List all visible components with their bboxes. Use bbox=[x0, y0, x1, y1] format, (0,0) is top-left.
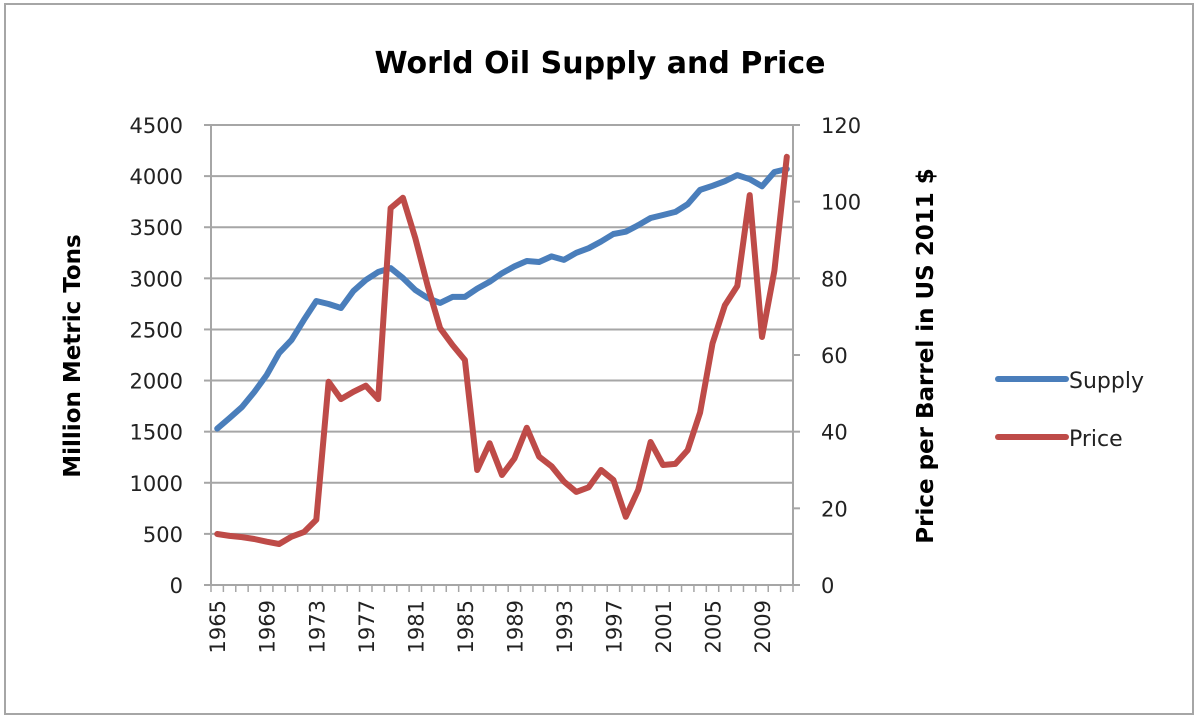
y2-axis-ticks: 0 20 40 60 80 100 120 bbox=[793, 114, 861, 598]
y-axis-title: Million Metric Tons bbox=[60, 234, 86, 477]
legend-label-supply: Supply bbox=[1069, 369, 1144, 394]
x-tick-label: 1981 bbox=[404, 600, 428, 653]
y2-tick-label: 40 bbox=[821, 421, 848, 445]
y2-tick-label: 20 bbox=[821, 497, 848, 521]
chart-title: World Oil Supply and Price bbox=[374, 46, 825, 81]
x-tick-label: 1985 bbox=[454, 600, 478, 653]
x-tick-label: 1997 bbox=[602, 600, 626, 653]
y-tick-label: 2500 bbox=[130, 318, 183, 342]
x-tick-label: 1969 bbox=[256, 600, 280, 653]
y-tick-label: 1000 bbox=[130, 472, 183, 496]
y2-tick-label: 100 bbox=[821, 191, 861, 215]
y2-tick-label: 80 bbox=[821, 267, 848, 291]
x-tick-label: 1993 bbox=[553, 600, 577, 653]
legend-label-price: Price bbox=[1069, 427, 1123, 452]
x-tick-label: 1965 bbox=[206, 600, 230, 653]
x-tick-label: 2005 bbox=[702, 600, 726, 653]
y-tick-label: 2000 bbox=[130, 370, 183, 394]
series-lines bbox=[214, 153, 790, 547]
x-tick-label: 1989 bbox=[503, 600, 527, 653]
y2-tick-label: 60 bbox=[821, 344, 848, 368]
x-axis-ticks: 1965 1969 1973 1977 1981 1985 1989 1993 1997 2001… bbox=[206, 585, 794, 653]
x-tick-label: 2001 bbox=[652, 600, 676, 653]
y-tick-label: 4000 bbox=[130, 165, 183, 189]
x-tick-label: 2009 bbox=[751, 600, 775, 653]
y-tick-label: 0 bbox=[170, 574, 183, 598]
series-line-price bbox=[214, 153, 790, 547]
gridlines bbox=[211, 124, 793, 535]
x-tick-label: 1973 bbox=[305, 600, 329, 653]
y-axis-ticks: 0 500 1000 1500 2000 2500 3000 3500 4000 4500 bbox=[130, 114, 211, 598]
x-tick-label: 1977 bbox=[355, 600, 379, 653]
y-tick-label: 3000 bbox=[130, 267, 183, 291]
y-tick-label: 1500 bbox=[130, 421, 183, 445]
y-tick-label: 3500 bbox=[130, 216, 183, 240]
y-tick-label: 500 bbox=[143, 523, 183, 547]
y-tick-label: 4500 bbox=[130, 114, 183, 138]
y2-tick-label: 120 bbox=[821, 114, 861, 138]
legend: Supply Price bbox=[995, 369, 1144, 452]
chart-frame bbox=[4, 3, 1194, 715]
y2-axis-title: Price per Barrel in US 2011 $ bbox=[913, 168, 939, 544]
y2-tick-label: 0 bbox=[821, 574, 834, 598]
